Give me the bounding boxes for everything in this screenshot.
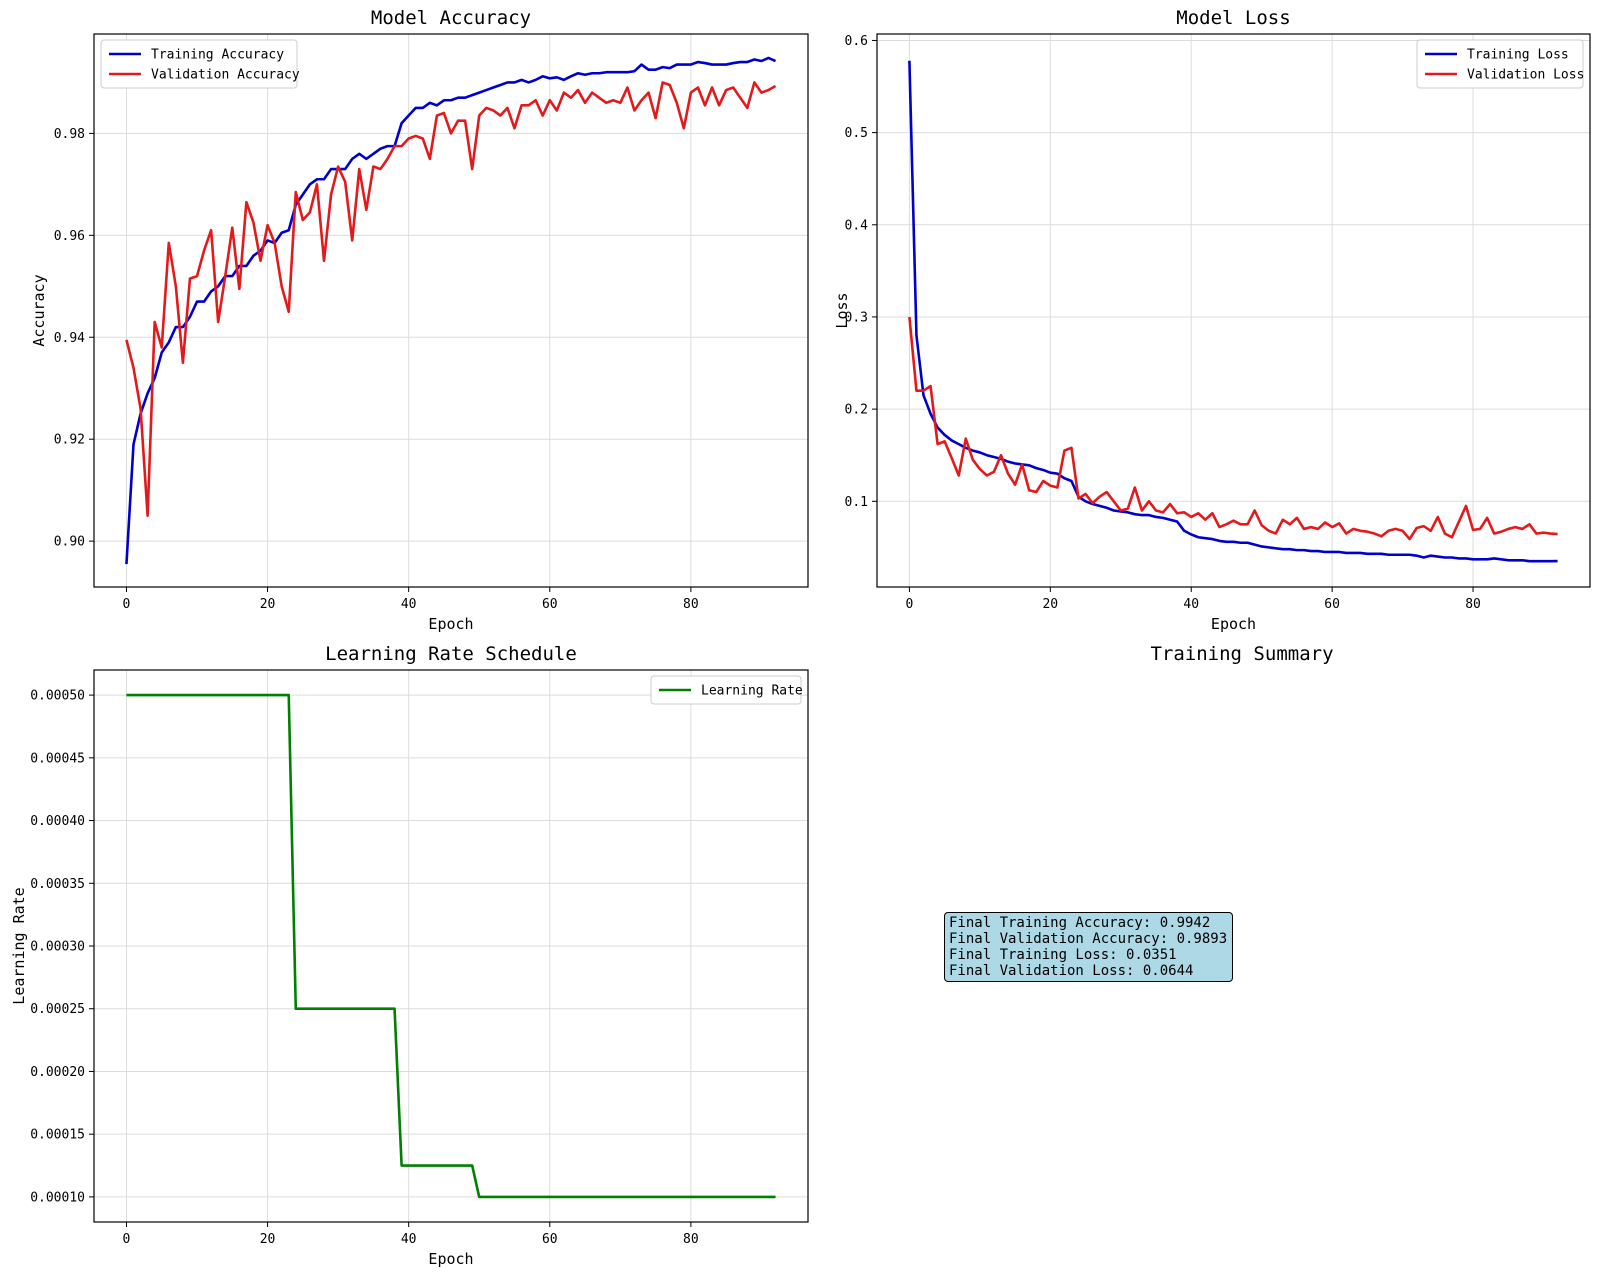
x-tick-label: 40 xyxy=(1183,597,1199,612)
x-axis-label: Epoch xyxy=(428,1250,473,1268)
plot-frame xyxy=(876,33,1591,588)
chart-title: Learning Rate Schedule xyxy=(325,643,577,665)
legend-label: Validation Accuracy xyxy=(151,68,300,83)
chart-3: 0 20 40 60 80 0.00010 0.00015 0.00020 0.00025 0.0… xyxy=(10,643,809,1268)
summary-line-train-acc: Final Training Accuracy: 0.9942 xyxy=(949,915,1211,931)
y-tick-label: 0.00045 xyxy=(30,751,85,766)
legend-label: Training Accuracy xyxy=(151,48,284,63)
series-line-1 xyxy=(908,60,1558,563)
legend-label: Validation Loss xyxy=(1467,68,1584,83)
summary-box: Final Training Accuracy: 0.9942 Final Va… xyxy=(944,912,1234,982)
x-tick-label: 60 xyxy=(542,1232,558,1247)
x-tick-label: 80 xyxy=(683,1232,699,1247)
chart-title: Model Loss xyxy=(1176,7,1290,29)
y-tick-label: 0.3 xyxy=(845,310,868,325)
legend: Training Accuracy Validation Accuracy xyxy=(100,39,300,89)
series-line-2 xyxy=(125,81,777,517)
x-tick-label: 0 xyxy=(123,1232,131,1247)
y-axis-label: Learning Rate xyxy=(10,887,28,1004)
plot-frame xyxy=(93,33,809,588)
x-tick-label: 40 xyxy=(401,597,417,612)
y-tick-label: 0.00015 xyxy=(30,1128,85,1143)
legend-label: Learning Rate xyxy=(701,684,803,699)
y-tick-label: 0.98 xyxy=(54,127,85,142)
summary-line-train-loss: Final Training Loss: 0.0351 xyxy=(949,947,1177,963)
y-tick-label: 0.00030 xyxy=(30,940,85,955)
legend-frame xyxy=(650,675,802,705)
y-axis-label: Accuracy xyxy=(30,274,48,346)
x-tick-label: 40 xyxy=(401,1232,417,1247)
chart-1: 0 20 40 60 80 0.90 0.92 0.94 0.96 0.98 Model Accur… xyxy=(30,7,809,633)
summary-title: Training Summary xyxy=(1150,643,1334,665)
y-tick-label: 0.00020 xyxy=(30,1065,85,1080)
legend: Learning Rate xyxy=(650,675,803,705)
x-tick-label: 60 xyxy=(1324,597,1340,612)
y-tick-label: 0.00010 xyxy=(30,1190,85,1205)
y-tick-label: 0.96 xyxy=(54,229,85,244)
x-tick-label: 20 xyxy=(1042,597,1058,612)
y-tick-label: 0.00040 xyxy=(30,814,85,829)
summary-line-val-acc: Final Validation Accuracy: 0.9893 xyxy=(949,931,1228,947)
y-tick-label: 0.00050 xyxy=(30,689,85,704)
y-tick-label: 0.4 xyxy=(845,218,869,233)
chart-title: Model Accuracy xyxy=(371,7,531,29)
y-tick-label: 0.1 xyxy=(845,495,868,510)
x-tick-label: 20 xyxy=(260,1232,276,1247)
chart-2: 0 20 40 60 80 0.1 0.2 0.3 0.4 0.5 0.6 Model Loss Epo… xyxy=(833,7,1591,633)
x-tick-label: 60 xyxy=(542,597,558,612)
y-axis-label: Loss xyxy=(833,292,851,328)
y-tick-label: 0.00035 xyxy=(30,877,85,892)
y-tick-label: 0.2 xyxy=(845,403,868,418)
legend-frame xyxy=(100,39,298,89)
series-line-1 xyxy=(126,693,776,1199)
x-tick-label: 0 xyxy=(905,597,913,612)
x-tick-label: 0 xyxy=(123,597,131,612)
x-tick-label: 80 xyxy=(683,597,699,612)
legend-frame xyxy=(1416,39,1584,89)
x-axis-label: Epoch xyxy=(1211,615,1256,633)
y-tick-label: 0.92 xyxy=(54,433,85,448)
y-tick-label: 0.94 xyxy=(54,331,85,346)
series-line-1 xyxy=(125,56,777,565)
summary-line-val-loss: Final Validation Loss: 0.0644 xyxy=(949,963,1194,979)
y-tick-label: 0.5 xyxy=(845,126,868,141)
legend-label: Training Loss xyxy=(1467,48,1569,63)
legend: Training Loss Validation Loss xyxy=(1416,39,1584,89)
summary-title-wrap: Training Summary xyxy=(1102,643,1382,665)
y-tick-label: 0.90 xyxy=(54,535,85,550)
series-line-2 xyxy=(908,316,1558,541)
y-tick-label: 0.6 xyxy=(845,34,868,49)
x-tick-label: 80 xyxy=(1465,597,1481,612)
x-tick-label: 20 xyxy=(260,597,276,612)
y-tick-label: 0.00025 xyxy=(30,1002,85,1017)
x-axis-label: Epoch xyxy=(428,615,473,633)
